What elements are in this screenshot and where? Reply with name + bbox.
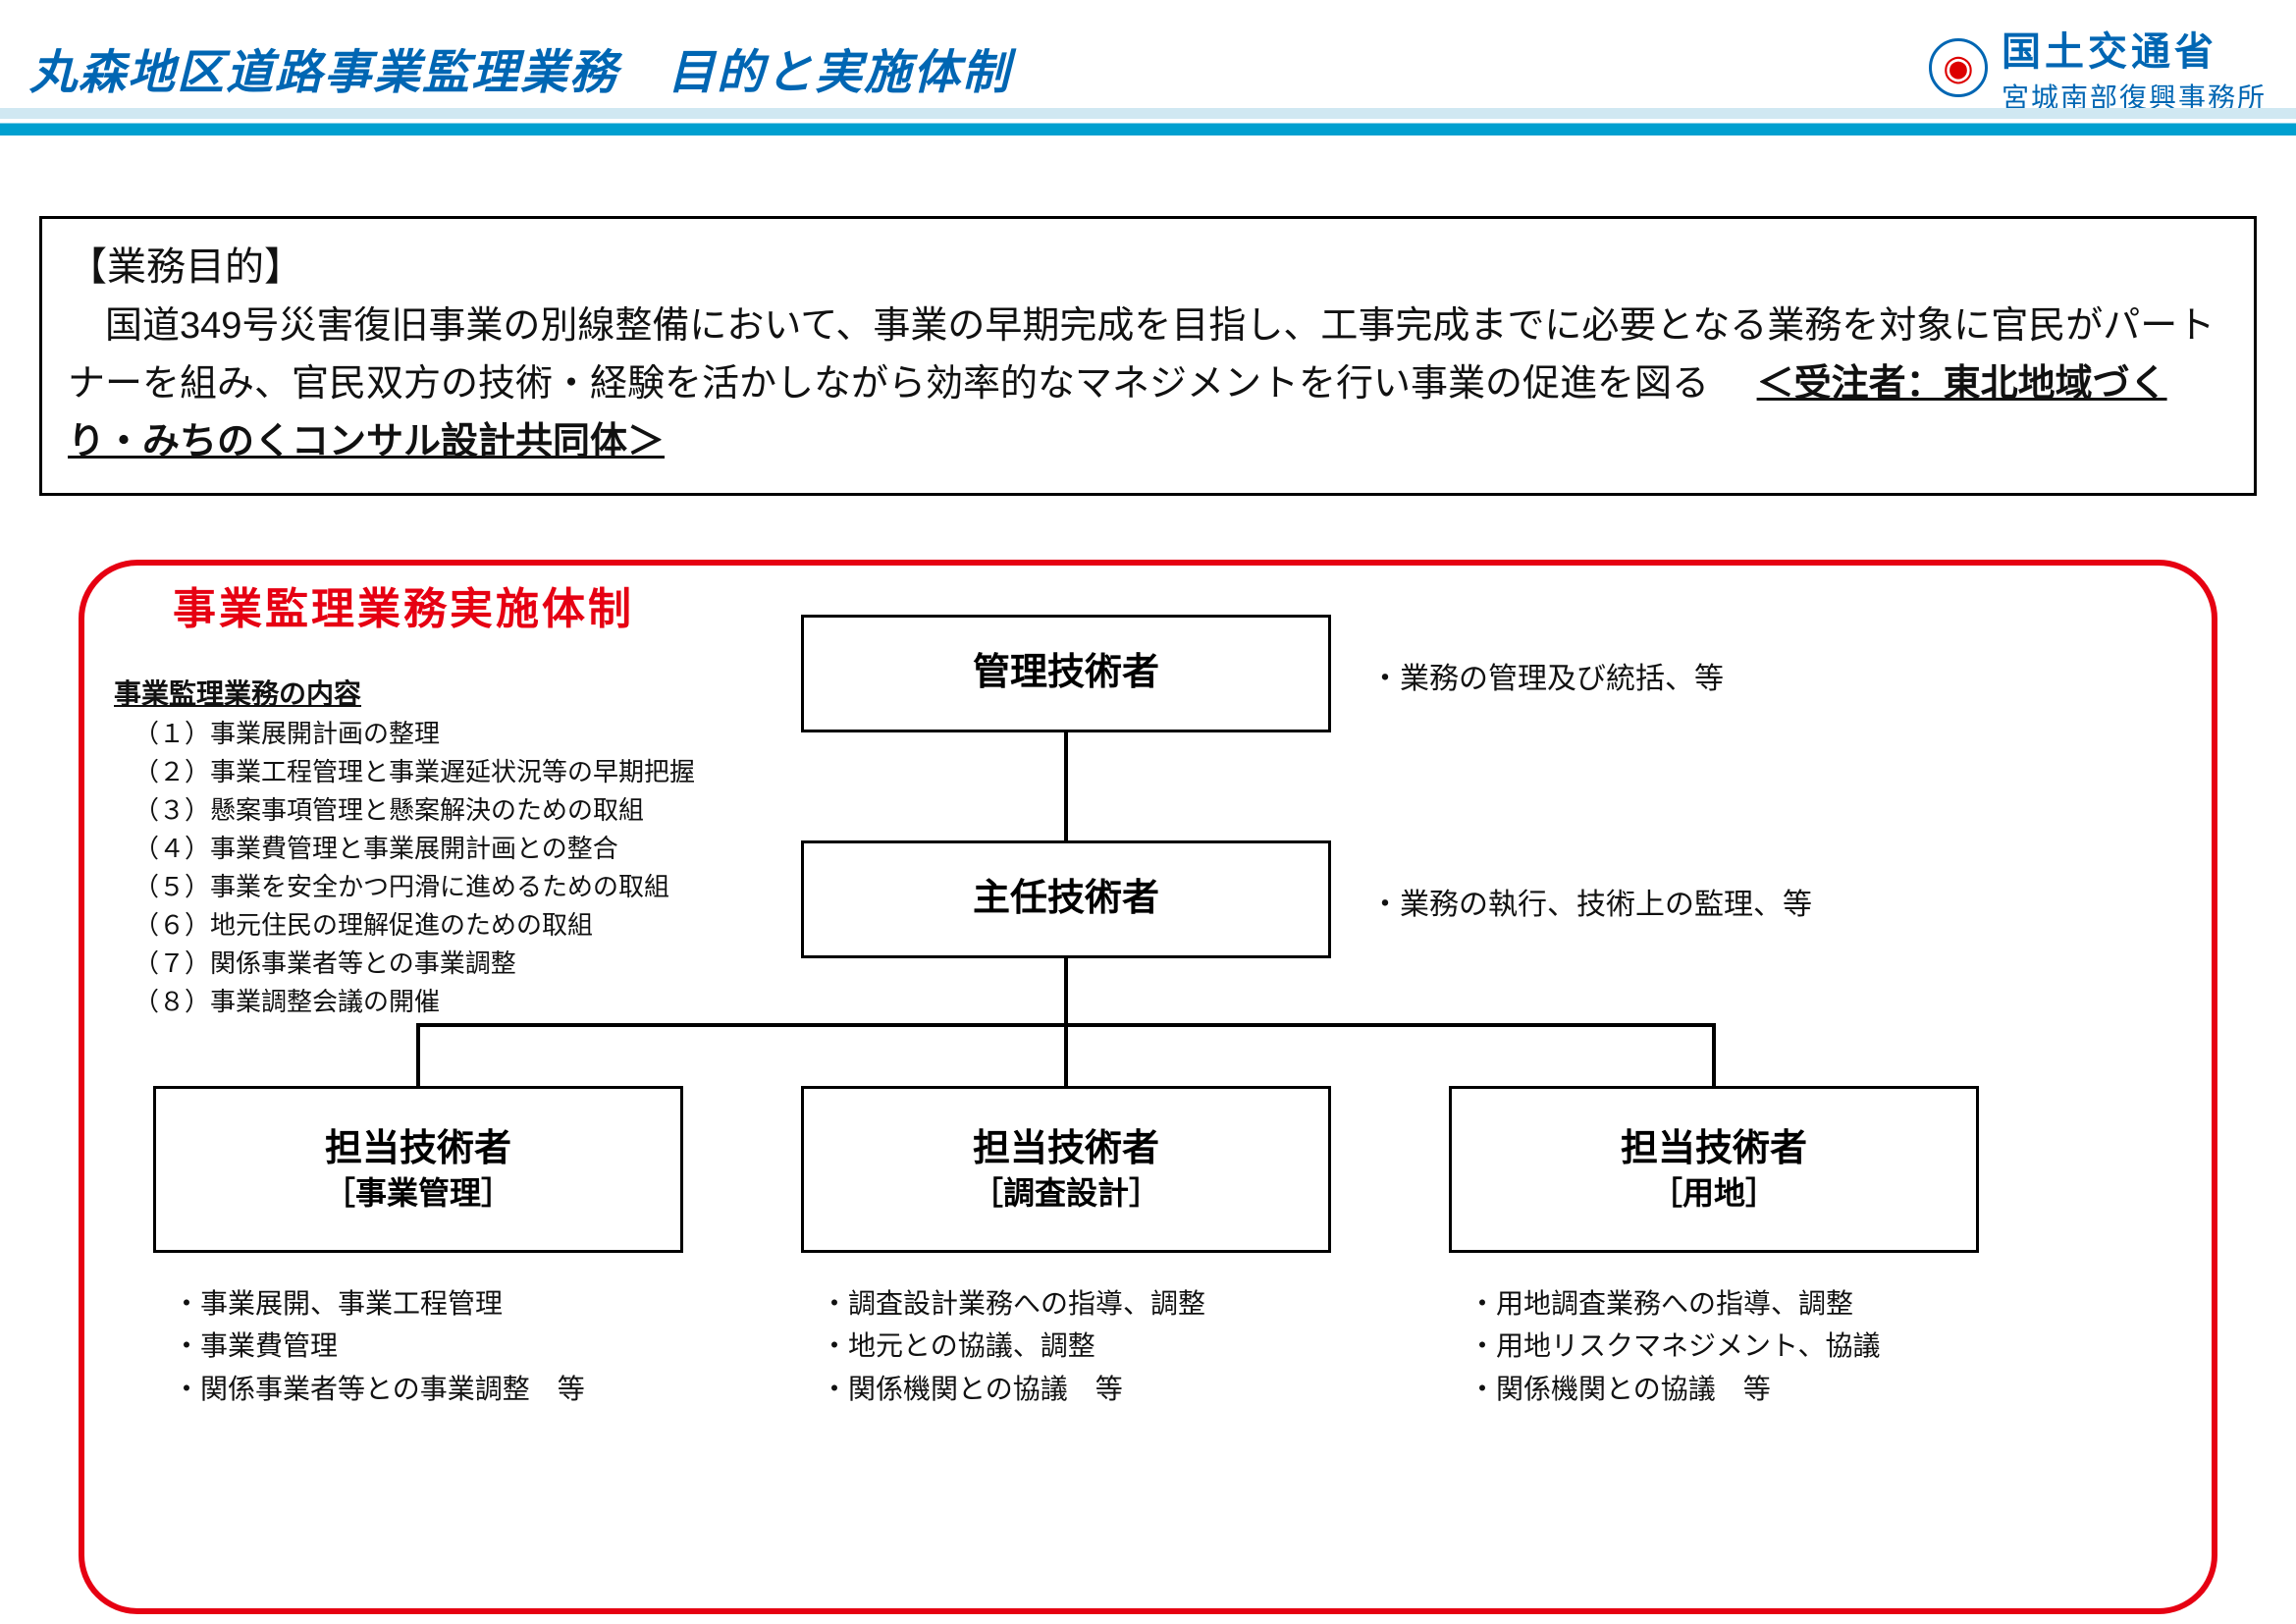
contents-item: （６）地元住民の理解促進のための取組 — [114, 906, 695, 945]
node-chief-desc: ・業務の執行、技術上の監理、等 — [1370, 880, 1812, 923]
detail-line: ・事業展開、事業工程管理 — [173, 1282, 585, 1325]
node-chief: 主任技術者 — [801, 840, 1331, 958]
org-connector — [1064, 1023, 1068, 1086]
detail-line: ・用地調査業務への指導、調整 — [1468, 1282, 1880, 1325]
ministry-name: 国土交通省 — [2002, 20, 2217, 77]
node-label: 管理技術者 — [973, 649, 1159, 697]
detail-line: ・関係事業者等との事業調整 等 — [173, 1368, 585, 1410]
detail-line: ・用地リスクマネジメント、協議 — [1468, 1325, 1880, 1367]
node-manager-desc: ・業務の管理及び統括、等 — [1370, 654, 1724, 697]
node-label: 担当技術者 — [325, 1125, 511, 1173]
contents-heading: 事業監理業務の内容 — [114, 674, 695, 715]
node-sublabel: ［用地］ — [1651, 1173, 1777, 1215]
contents-item: （７）関係事業者等との事業調整 — [114, 945, 695, 983]
node-staff1-details: ・事業展開、事業工程管理 ・事業費管理 ・関係事業者等との事業調整 等 — [173, 1282, 585, 1410]
purpose-box: 【業務目的】 国道349号災害復旧事業の別線整備において、事業の早期完成を目指し… — [39, 216, 2257, 496]
node-sublabel: ［調査設計］ — [972, 1173, 1160, 1215]
detail-line: ・地元との協議、調整 — [821, 1325, 1205, 1367]
structure-title: 事業監理業務実施体制 — [173, 573, 634, 636]
node-label: 担当技術者 — [1621, 1125, 1807, 1173]
title-bar: 丸森地区道路事業監理業務 目的と実施体制 ◉ 国土交通省 宮城南部復興事務所 — [29, 20, 2267, 116]
contents-item: （８）事業調整会議の開催 — [114, 983, 695, 1021]
detail-line: ・関係機関との協議 等 — [1468, 1368, 1880, 1410]
contents-item: （５）事業を安全かつ円滑に進めるための取組 — [114, 868, 695, 906]
node-staff2-details: ・調査設計業務への指導、調整 ・地元との協議、調整 ・関係機関との協議 等 — [821, 1282, 1205, 1410]
page-title: 丸森地区道路事業監理業務 目的と実施体制 — [29, 33, 1011, 102]
ministry-logo-icon: ◉ — [1929, 38, 1988, 97]
contents-item: （３）懸案事項管理と懸案解決のための取組 — [114, 791, 695, 830]
org-connector — [1712, 1023, 1716, 1086]
ministry-block: ◉ 国土交通省 宮城南部復興事務所 — [1929, 20, 2267, 116]
contents-item: （１）事業展開計画の整理 — [114, 715, 695, 753]
org-connector — [416, 1023, 420, 1086]
detail-line: ・調査設計業務への指導、調整 — [821, 1282, 1205, 1325]
node-staff3: 担当技術者 ［用地］ — [1449, 1086, 1979, 1253]
contents-item: （２）事業工程管理と事業遅延状況等の早期把握 — [114, 753, 695, 791]
purpose-heading: 【業務目的】 — [68, 245, 303, 289]
node-label: 担当技術者 — [973, 1125, 1159, 1173]
node-sublabel: ［事業管理］ — [324, 1173, 512, 1215]
contents-item: （４）事業費管理と事業展開計画との整合 — [114, 830, 695, 868]
title-underline — [0, 108, 2296, 135]
node-staff1: 担当技術者 ［事業管理］ — [153, 1086, 683, 1253]
org-connector — [1064, 732, 1068, 840]
contents-block: 事業監理業務の内容 （１）事業展開計画の整理 （２）事業工程管理と事業遅延状況等… — [114, 674, 695, 1021]
structure-container: 事業監理業務実施体制 事業監理業務の内容 （１）事業展開計画の整理 （２）事業工… — [79, 560, 2217, 1614]
detail-line: ・関係機関との協議 等 — [821, 1368, 1205, 1410]
node-staff3-details: ・用地調査業務への指導、調整 ・用地リスクマネジメント、協議 ・関係機関との協議… — [1468, 1282, 1880, 1410]
detail-line: ・事業費管理 — [173, 1325, 585, 1367]
node-manager: 管理技術者 — [801, 615, 1331, 732]
org-connector — [1064, 958, 1068, 1027]
node-label: 主任技術者 — [973, 875, 1159, 923]
node-staff2: 担当技術者 ［調査設計］ — [801, 1086, 1331, 1253]
